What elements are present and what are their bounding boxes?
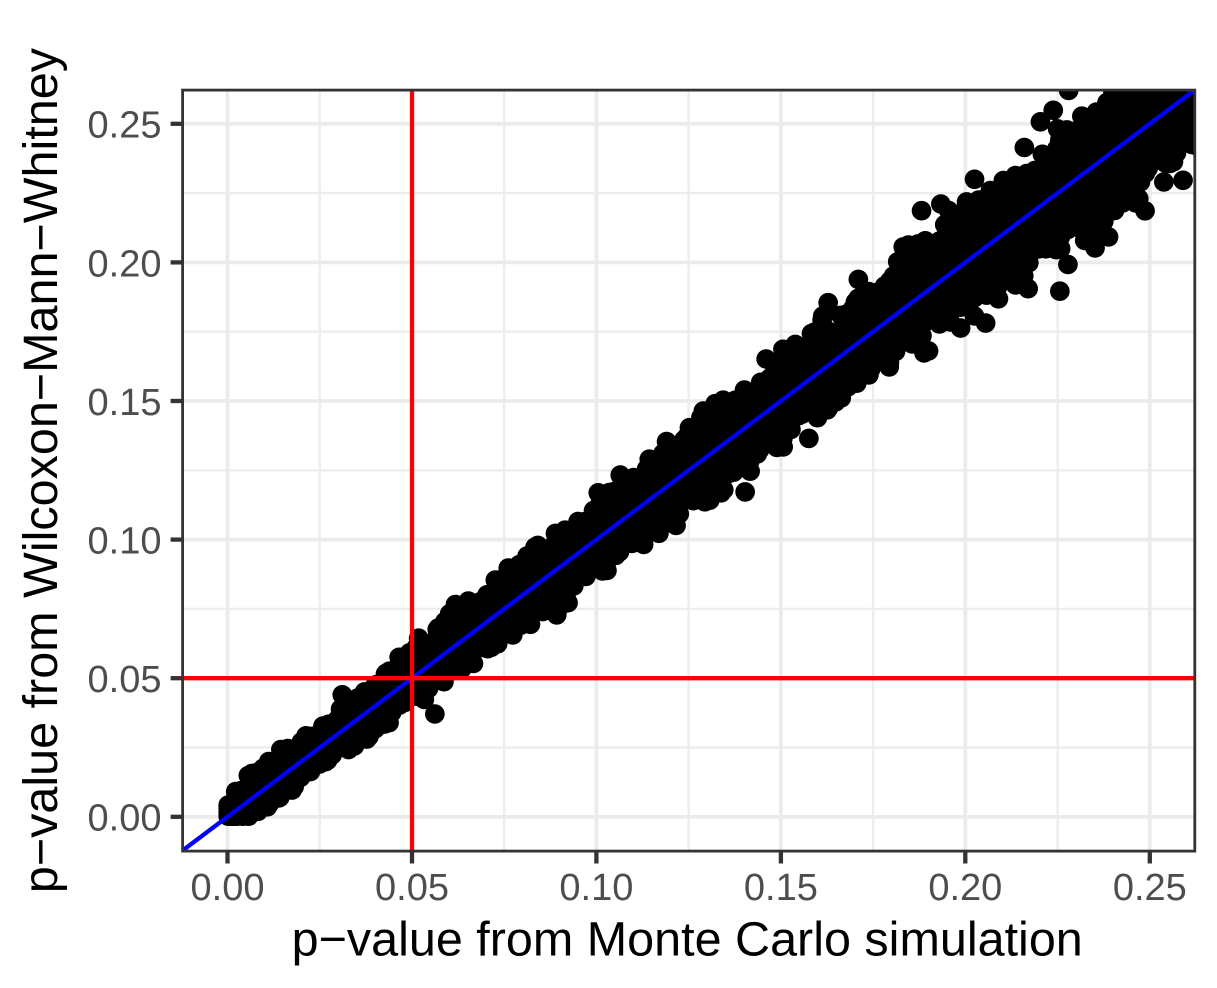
svg-text:0.20: 0.20 (88, 243, 162, 285)
svg-text:0.20: 0.20 (928, 867, 1002, 909)
svg-text:0.25: 0.25 (1113, 867, 1187, 909)
svg-text:0.05: 0.05 (375, 867, 449, 909)
svg-text:0.25: 0.25 (88, 105, 162, 147)
svg-text:0.00: 0.00 (191, 867, 265, 909)
svg-text:p−value from Monte Carlo simul: p−value from Monte Carlo simulation (292, 913, 1083, 967)
svg-text:0.10: 0.10 (88, 521, 162, 563)
svg-text:0.15: 0.15 (744, 867, 818, 909)
svg-text:0.15: 0.15 (88, 382, 162, 424)
svg-text:0.00: 0.00 (88, 798, 162, 840)
svg-text:p−value from Wilcoxon−Mann−Whi: p−value from Wilcoxon−Mann−Whitney (14, 47, 68, 893)
svg-text:0.05: 0.05 (88, 659, 162, 701)
svg-text:0.10: 0.10 (559, 867, 633, 909)
